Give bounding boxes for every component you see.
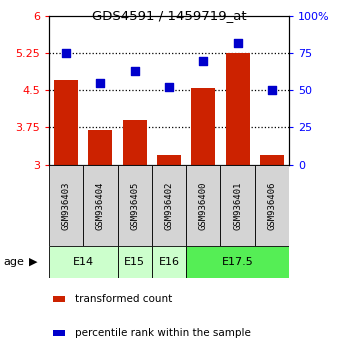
Bar xyxy=(220,165,255,246)
Point xyxy=(200,58,206,63)
Bar xyxy=(49,246,118,278)
Bar xyxy=(53,296,65,302)
Text: transformed count: transformed count xyxy=(75,294,172,304)
Point xyxy=(269,87,274,93)
Bar xyxy=(260,155,284,165)
Text: GSM936404: GSM936404 xyxy=(96,181,105,229)
Text: GSM936406: GSM936406 xyxy=(267,181,276,229)
Text: GSM936403: GSM936403 xyxy=(62,181,71,229)
Bar xyxy=(186,246,289,278)
Text: percentile rank within the sample: percentile rank within the sample xyxy=(75,328,251,338)
Bar xyxy=(83,165,118,246)
Text: GDS4591 / 1459719_at: GDS4591 / 1459719_at xyxy=(92,9,246,22)
Text: E17.5: E17.5 xyxy=(222,257,254,267)
Bar xyxy=(118,246,152,278)
Point xyxy=(98,80,103,86)
Bar xyxy=(255,165,289,246)
Text: E16: E16 xyxy=(159,257,179,267)
Bar xyxy=(118,165,152,246)
Bar xyxy=(54,80,78,165)
Bar xyxy=(191,88,215,165)
Text: E15: E15 xyxy=(124,257,145,267)
Text: ▶: ▶ xyxy=(29,257,37,267)
Bar xyxy=(152,165,186,246)
Bar xyxy=(152,246,186,278)
Bar xyxy=(89,130,113,165)
Text: GSM936402: GSM936402 xyxy=(165,181,173,229)
Bar xyxy=(157,155,181,165)
Bar xyxy=(53,330,65,336)
Text: GSM936401: GSM936401 xyxy=(233,181,242,229)
Point xyxy=(132,68,138,74)
Point xyxy=(64,50,69,56)
Text: GSM936405: GSM936405 xyxy=(130,181,139,229)
Bar xyxy=(225,53,249,165)
Text: age: age xyxy=(3,257,24,267)
Bar xyxy=(186,165,220,246)
Point xyxy=(235,40,240,46)
Point xyxy=(166,85,172,90)
Bar xyxy=(49,165,83,246)
Text: E14: E14 xyxy=(73,257,94,267)
Bar xyxy=(123,120,147,165)
Text: GSM936400: GSM936400 xyxy=(199,181,208,229)
